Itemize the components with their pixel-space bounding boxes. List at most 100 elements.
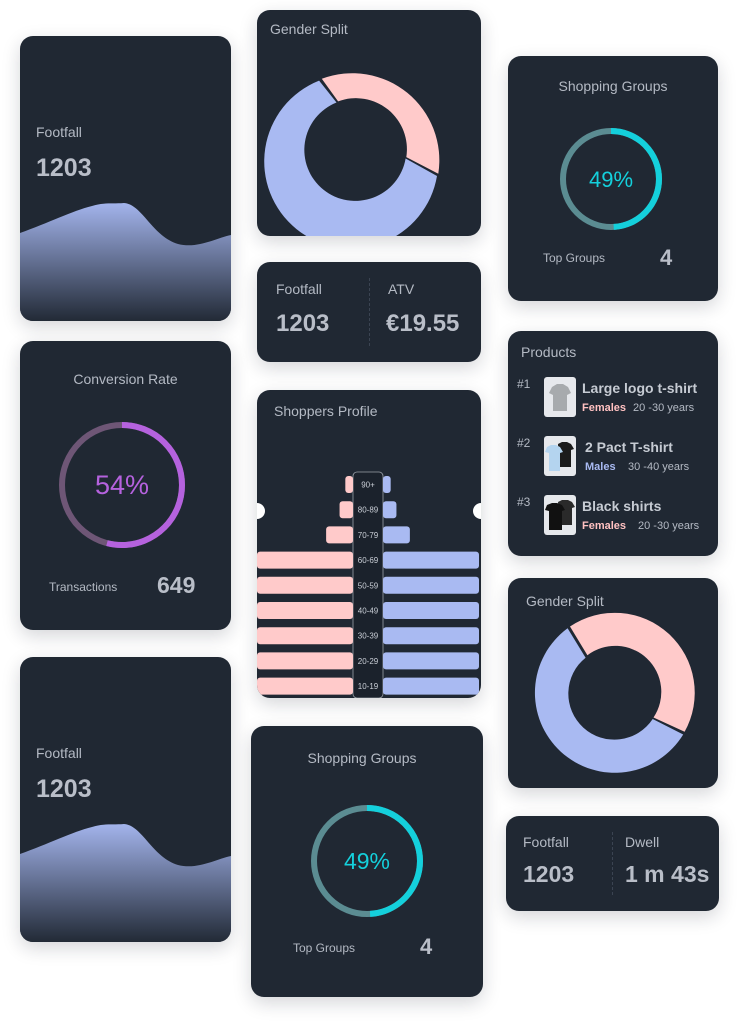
gender-donut-male-segment [264,80,437,236]
female-bar [257,551,353,569]
male-bar [383,627,479,645]
age-label: 20-29 [358,657,379,666]
dwell-label: Dwell [625,834,660,850]
shoppers-profile-title: Shoppers Profile [274,403,378,419]
product-age: 20 -30 years [633,402,695,414]
product-gender: Females [582,520,627,532]
divider [612,832,613,895]
gender-split-card-top: Gender Split [257,10,481,236]
transactions-label: Transactions [49,580,118,594]
male-bar [383,576,479,594]
grey-tshirt-icon [544,377,576,417]
male-bar [383,677,479,695]
footfall-value: 1203 [523,861,575,887]
conversion-rate-card: Conversion Rate 54% Transactions 649 [20,341,231,630]
age-label: 90+ [361,481,375,490]
shopping-groups-card-right: Shopping Groups 49% Top Groups 4 [508,56,718,301]
product-gender: Males [585,461,616,473]
footfall-area-chart [20,203,231,321]
gender-donut [534,612,695,773]
top-groups-value: 4 [420,934,433,959]
age-pyramid-chart: 90+ 80-89 70-79 60-69 50-59 40-49 30-39 20-29 10… [257,471,479,698]
conversion-percent: 54% [94,470,150,500]
female-bar [345,476,353,493]
footfall-atv-card: Footfall 1203 ATV €19.55 [257,262,481,362]
product-rank: #3 [517,495,531,509]
product-rank: #2 [517,436,531,450]
product-item[interactable]: #2 2 Pact T-shirt Males 30 -40 years [508,434,718,482]
shopping-groups-title: Shopping Groups [307,750,417,766]
male-bar [383,501,397,519]
female-bar [339,501,353,519]
product-item[interactable]: #3 Black shirts Females 20 -30 years [508,493,718,541]
female-bar [257,627,353,645]
footfall-value: 1203 [36,775,92,803]
shopping-groups-percent: 49% [343,848,391,874]
footfall-area-chart [20,824,231,942]
footfall-label: Footfall [276,281,322,297]
gender-donut [264,73,440,236]
divider [369,278,370,346]
male-bar [383,551,479,569]
female-bar [326,526,353,544]
age-label: 80-89 [358,506,379,515]
footfall-label: Footfall [36,124,82,140]
age-label: 70-79 [358,531,379,540]
scroll-notch-left [257,503,265,519]
footfall-value: 1203 [276,310,330,337]
conversion-rate-title: Conversion Rate [73,371,178,387]
top-groups-value: 4 [660,245,673,270]
products-title: Products [521,344,577,360]
age-label: 30-39 [358,632,379,641]
shopping-groups-percent: 49% [588,167,634,192]
product-rank: #1 [517,377,531,391]
footfall-card-1: Footfall 1203 [20,36,231,321]
product-name: 2 Pact T-shirt [585,439,673,455]
male-bar [383,602,479,619]
female-bar [257,576,353,594]
product-name: Black shirts [582,498,662,514]
female-bar [257,677,353,695]
gender-split-card-right: Gender Split [508,578,718,788]
product-item[interactable]: #1 Large logo t-shirt Females 20 -30 yea… [508,375,718,423]
age-label: 10-19 [358,682,379,691]
product-name: Large logo t-shirt [582,380,698,396]
top-groups-label: Top Groups [543,251,606,265]
female-bar [257,602,353,619]
shopping-groups-card-bottom: Shopping Groups 49% Top Groups 4 [251,726,483,997]
shopping-groups-ring [311,805,423,917]
male-bar [383,652,479,670]
top-groups-label: Top Groups [293,941,356,955]
footfall-card-2: Footfall 1203 [20,657,231,942]
products-card: Products #1 Large logo t-shirt Females 2… [508,331,718,556]
conversion-ring [59,422,185,548]
gender-donut-male-segment [534,628,684,773]
transactions-value: 649 [157,572,196,598]
age-label: 60-69 [358,556,379,565]
black-tshirts-icon [544,495,576,535]
scroll-notch-right [473,503,481,519]
footfall-value: 1203 [36,154,92,182]
shopping-groups-ring [560,128,662,230]
female-bar [257,652,353,670]
product-age: 30 -40 years [628,461,690,473]
age-label: 50-59 [358,581,379,590]
shoppers-profile-card: Shoppers Profile 90+ 80-89 70-79 60-69 50-59… [257,390,481,698]
gender-donut-female-segment [321,73,440,174]
footfall-label: Footfall [523,834,569,850]
two-tshirts-icon [544,436,576,476]
footfall-dwell-card: Footfall 1203 Dwell 1 m 43s [506,816,719,911]
shopping-groups-title: Shopping Groups [558,78,668,94]
footfall-label: Footfall [36,745,82,761]
gender-donut-female-segment [570,612,695,732]
gender-split-title: Gender Split [526,593,604,609]
male-bar [383,526,410,544]
gender-split-title: Gender Split [270,21,348,37]
age-label: 40-49 [358,607,379,616]
product-age: 20 -30 years [638,520,700,532]
product-gender: Females [582,402,627,414]
atv-value: €19.55 [386,310,460,337]
atv-label: ATV [388,281,415,297]
male-bar [383,476,391,493]
dwell-value: 1 m 43s [625,861,710,887]
